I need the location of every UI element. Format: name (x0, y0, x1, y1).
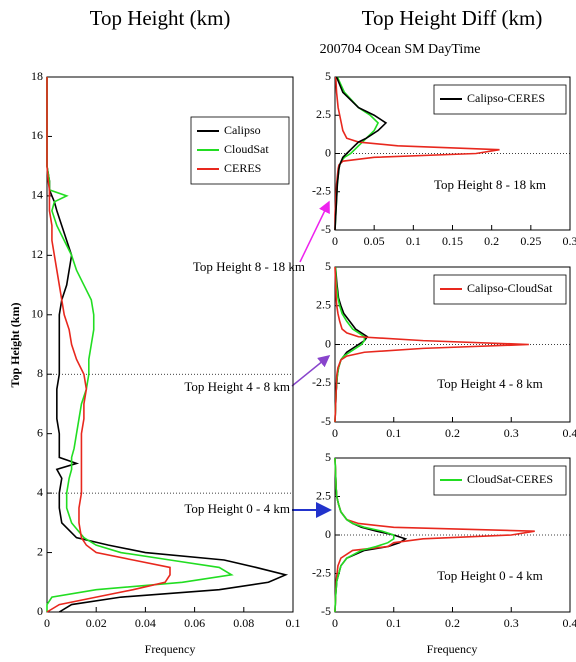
x-tick-label: 0.08 (233, 616, 254, 630)
series-line (334, 457, 408, 613)
y-tick-label: 2.5 (316, 298, 331, 312)
annotation: Top Height 0 - 4 km (184, 501, 290, 516)
plot-frame (46, 76, 294, 613)
y-tick-label: 5 (325, 450, 331, 464)
x-tick-label: 0 (332, 234, 338, 248)
y-tick-label: 2.5 (316, 107, 331, 121)
x-tick-label: 0.2 (445, 426, 460, 440)
y-tick-label: 0 (37, 604, 43, 618)
series-line (46, 77, 234, 612)
series-line (334, 76, 388, 231)
chart-title: Top Height (km) (90, 6, 231, 30)
x-tick-label: 0.1 (386, 426, 401, 440)
y-tick-label: -5 (321, 604, 331, 618)
legend-label: CloudSat-CERES (467, 472, 553, 486)
series-line (334, 457, 395, 613)
x-tick-label: 0.05 (364, 234, 385, 248)
x-tick-label: 0 (332, 426, 338, 440)
x-axis-label: Frequency (427, 642, 478, 656)
y-tick-label: -5 (321, 222, 331, 236)
annotation: Top Height 4 - 8 km (184, 379, 290, 394)
x-tick-label: 0.06 (184, 616, 205, 630)
column-title: Top Height Diff (km) (362, 6, 543, 30)
x-tick-label: 0.2 (484, 234, 499, 248)
y-tick-label: 8 (37, 366, 43, 380)
y-tick-label: 0 (325, 145, 331, 159)
y-tick-label: 16 (31, 128, 43, 142)
x-tick-label: 0 (332, 616, 338, 630)
y-tick-label: 4 (37, 485, 43, 499)
annotation: Top Height 8 - 18 km (193, 259, 305, 274)
subtitle: 200704 Ocean SM DayTime (320, 42, 481, 57)
legend-label: Calipso-CERES (467, 91, 545, 105)
y-tick-label: 2.5 (316, 488, 331, 502)
x-tick-label: 0.3 (504, 426, 519, 440)
x-tick-label: 0.4 (563, 616, 576, 630)
x-tick-label: 0.1 (286, 616, 301, 630)
x-tick-label: 0.1 (406, 234, 421, 248)
arrow (291, 355, 331, 387)
y-tick-label: 14 (31, 188, 43, 202)
y-tick-label: -2.5 (312, 565, 331, 579)
legend-label: CERES (224, 161, 261, 175)
y-tick-label: 18 (31, 69, 43, 83)
annotation: Top Height 8 - 18 km (434, 177, 546, 192)
y-axis-label: Top Height (km) (8, 303, 22, 388)
y-tick-label: -2.5 (312, 375, 331, 389)
x-tick-label: 0.3 (563, 234, 576, 248)
y-tick-label: 0 (325, 527, 331, 541)
series-line (334, 266, 529, 423)
x-axis-label: Frequency (145, 642, 196, 656)
y-tick-label: 12 (31, 247, 43, 261)
x-tick-label: 0.15 (442, 234, 463, 248)
y-tick-label: -2.5 (312, 184, 331, 198)
x-tick-label: 0 (44, 616, 50, 630)
annotation: Top Height 4 - 8 km (437, 376, 543, 391)
x-tick-label: 0.04 (135, 616, 156, 630)
y-tick-label: 0 (325, 336, 331, 350)
arrow (299, 200, 330, 263)
legend-label: CloudSat (224, 142, 269, 156)
x-tick-label: 0.3 (504, 616, 519, 630)
x-tick-label: 0.4 (563, 426, 576, 440)
y-tick-label: -5 (321, 414, 331, 428)
y-tick-label: 2 (37, 544, 43, 558)
y-tick-label: 5 (325, 259, 331, 273)
x-tick-label: 0.1 (386, 616, 401, 630)
series-line (46, 77, 171, 613)
legend-label: Calipso (224, 123, 261, 137)
annotation: Top Height 0 - 4 km (437, 568, 543, 583)
x-tick-label: 0.2 (445, 616, 460, 630)
x-tick-label: 0.25 (520, 234, 541, 248)
x-tick-label: 0.02 (86, 616, 107, 630)
y-tick-label: 6 (37, 425, 43, 439)
legend-label: Calipso-CloudSat (467, 281, 553, 295)
y-tick-label: 10 (31, 307, 43, 321)
y-tick-label: 5 (325, 69, 331, 83)
